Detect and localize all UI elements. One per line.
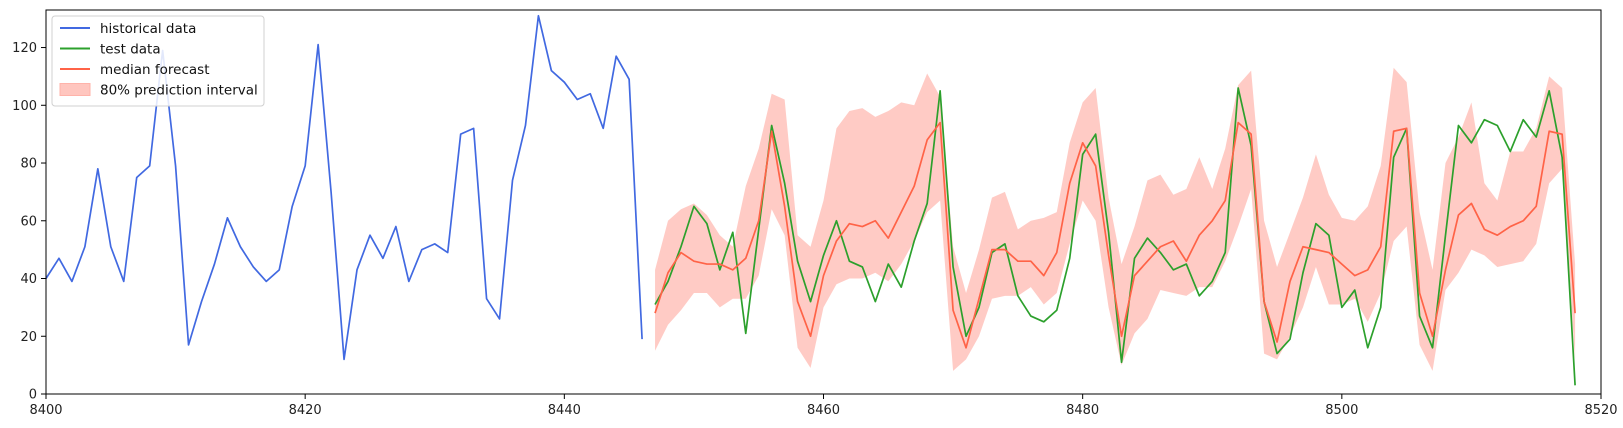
- x-tick-label: 8440: [548, 403, 581, 418]
- legend-label: test data: [100, 42, 161, 58]
- plot-area: [46, 14, 1576, 386]
- legend-label: 80% prediction interval: [100, 83, 258, 99]
- series-group: [46, 14, 1576, 386]
- y-tick-label: 0: [29, 388, 37, 403]
- historical-data-line: [46, 14, 643, 361]
- legend-swatch-patch: [59, 83, 91, 96]
- x-tick-label: 8400: [29, 403, 62, 418]
- x-tick-label: 8520: [1584, 403, 1617, 418]
- y-tick-label: 40: [20, 272, 37, 287]
- axes: 8400 8420 8440 8460 8480 8500 8520 0 20 40 60 80 100…: [12, 9, 1618, 418]
- legend-label: median forecast: [100, 62, 210, 78]
- legend-label: historical data: [100, 21, 196, 37]
- y-tick-label: 80: [20, 157, 37, 172]
- y-tick-label: 120: [12, 41, 37, 56]
- x-tick-label: 8420: [289, 403, 322, 418]
- y-tick-label: 100: [12, 99, 37, 114]
- x-tick-label: 8460: [807, 403, 840, 418]
- prediction-interval-band: [655, 67, 1576, 371]
- y-tick-label: 20: [20, 330, 37, 345]
- legend-box: [51, 15, 265, 107]
- median-forecast-line: [654, 121, 1576, 349]
- x-tick-label: 8500: [1325, 403, 1358, 418]
- y-tick-label: 60: [20, 214, 37, 229]
- legend: historical data test data median forecast 8…: [51, 15, 265, 107]
- x-tick-label: 8480: [1066, 403, 1099, 418]
